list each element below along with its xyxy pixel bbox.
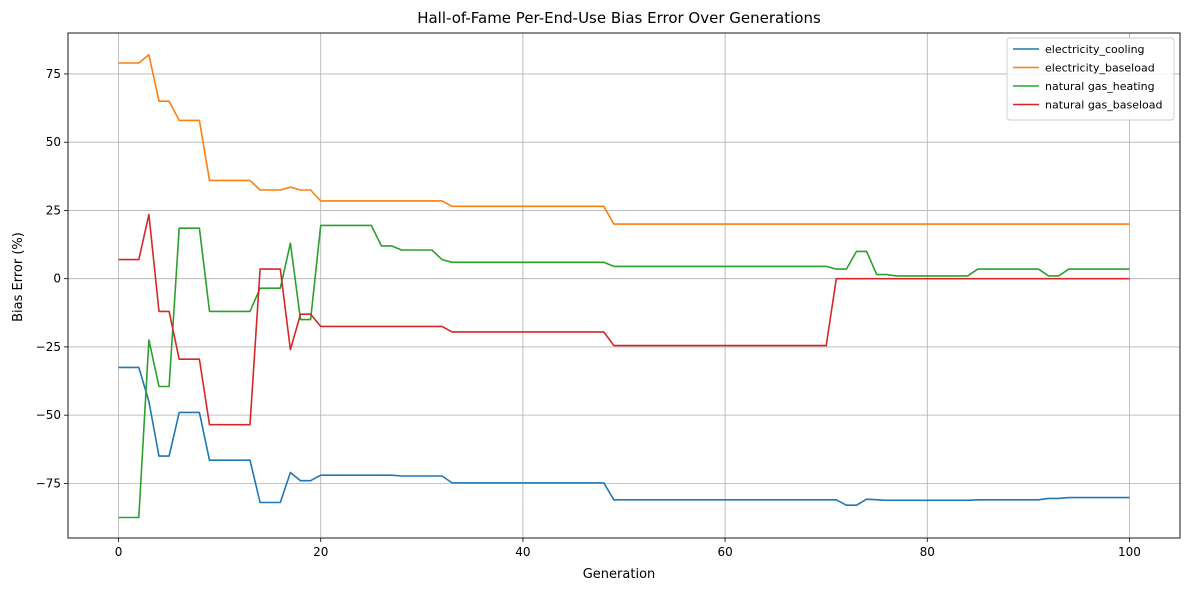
plot-frame [67, 32, 1181, 539]
series-line-natural-gas-baseload [118, 213, 1130, 426]
legend-box [1006, 37, 1175, 121]
x-tick-label: 60 [717, 545, 732, 559]
legend-label: natural gas_heating [1045, 80, 1155, 93]
y-tick-label: −50 [36, 408, 61, 422]
legend-label: electricity_cooling [1045, 43, 1145, 56]
chart-title: Hall-of-Fame Per-End-Use Bias Error Over… [417, 9, 821, 27]
y-tick-label: −75 [36, 476, 61, 490]
legend-label: natural gas_baseload [1045, 99, 1163, 112]
legend: electricity_cooling electricity_baseloadn… [1006, 37, 1175, 121]
x-tick-label: 0 [115, 545, 123, 559]
y-tick-label: 25 [46, 203, 61, 217]
x-tick-label: 20 [313, 545, 328, 559]
y-tick-label: 75 [46, 67, 61, 81]
series-line-natural-gas-heating [118, 224, 1130, 519]
y-tick-label: 50 [46, 135, 61, 149]
y-axis-ticks: −75 −50 −25 0 25 50 75 [36, 67, 68, 490]
legend-label: electricity_baseload [1045, 62, 1155, 75]
series-line-electricity-baseload [118, 54, 1130, 225]
x-axis-ticks: 0 20 40 60 80 100 [115, 538, 1141, 559]
x-axis-label: Generation [583, 567, 656, 582]
y-axis-label: Bias Error (%) [11, 232, 26, 322]
series-line-electricity-cooling [118, 366, 1130, 506]
x-tick-label: 40 [515, 545, 530, 559]
y-tick-label: −25 [36, 340, 61, 354]
x-tick-label: 80 [920, 545, 935, 559]
x-tick-label: 100 [1118, 545, 1141, 559]
y-tick-label: 0 [53, 272, 61, 286]
plot-lines [118, 54, 1130, 519]
